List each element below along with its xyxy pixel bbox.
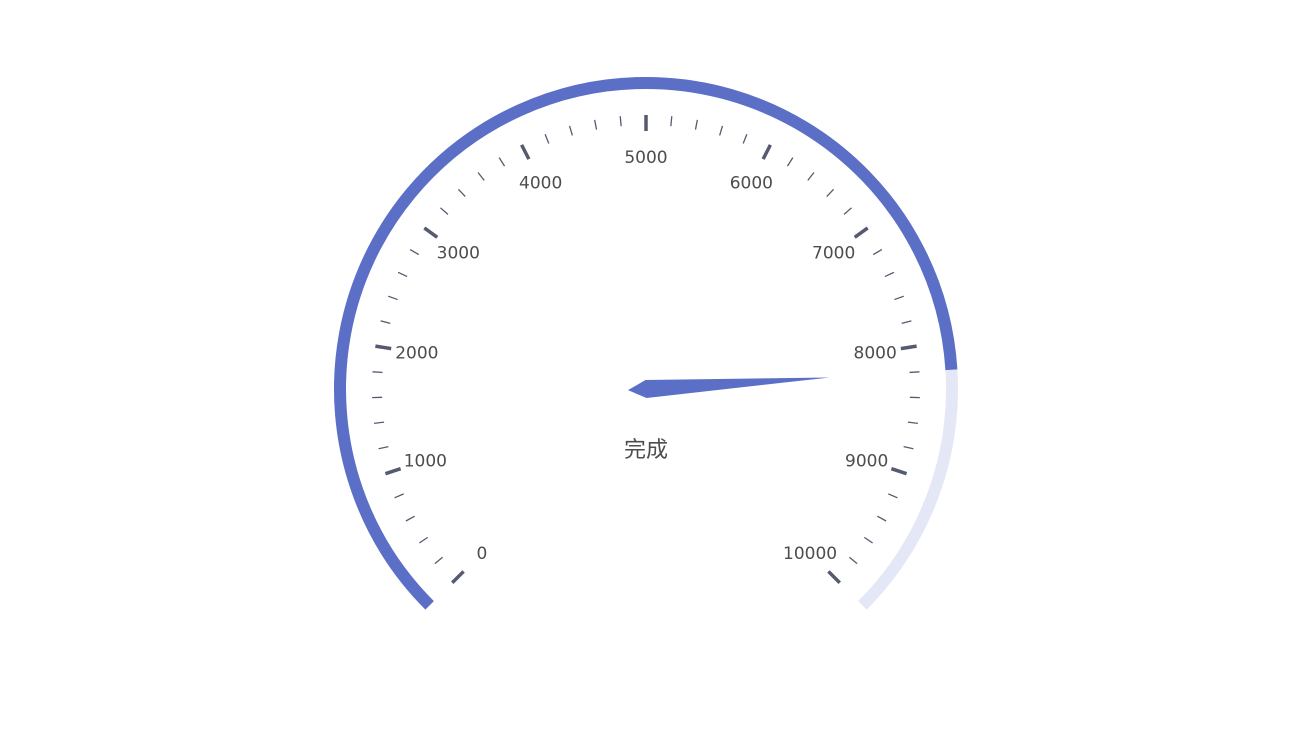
- gauge-minor-tick: [873, 250, 882, 255]
- gauge-minor-tick: [827, 189, 834, 196]
- gauge-minor-tick: [743, 134, 747, 143]
- gauge-minor-tick: [787, 158, 792, 166]
- gauge-minor-tick: [695, 120, 697, 130]
- gauge-minor-tick: [395, 494, 404, 498]
- gauge-minor-tick: [849, 557, 857, 563]
- gauge-tick-label: 10000: [783, 544, 837, 564]
- gauge-tick-label: 3000: [437, 244, 480, 264]
- gauge-minor-tick: [374, 422, 384, 423]
- gauge-minor-tick: [406, 516, 415, 521]
- gauge-major-tick: [828, 571, 839, 582]
- gauge-minor-tick: [877, 516, 886, 521]
- gauge-tick-label: 5000: [624, 148, 667, 168]
- gauge-minor-tick: [888, 494, 897, 498]
- gauge-major-tick: [522, 145, 529, 159]
- gauge-minor-tick: [388, 296, 397, 299]
- gauge-minor-tick: [908, 422, 918, 423]
- gauge-needle-group: [628, 377, 830, 398]
- gauge-major-tick: [385, 469, 400, 474]
- gauge-minor-tick: [595, 120, 597, 130]
- gauge-major-tick: [901, 346, 917, 349]
- gauge-major-tick: [452, 571, 463, 582]
- gauge-minor-tick: [909, 372, 919, 373]
- gauge-minor-tick: [381, 321, 391, 323]
- gauge-tick-label: 2000: [395, 344, 438, 364]
- gauge-minor-tick: [373, 372, 383, 373]
- gauge-minor-tick: [894, 296, 903, 299]
- gauge-minor-tick: [864, 537, 872, 543]
- gauge-minor-tick: [904, 447, 914, 449]
- gauge-tick-label: 7000: [812, 244, 855, 264]
- gauge-minor-tick: [379, 447, 389, 449]
- gauge-major-tick: [855, 228, 868, 237]
- gauge-minor-tick: [545, 134, 549, 143]
- gauge-minor-tick: [808, 172, 814, 180]
- gauge-major-tick: [375, 346, 391, 349]
- gauge-minor-tick: [570, 126, 573, 136]
- gauge-labels-group: 0 1000 2000 3000 4000 5000 6000 7000 8000 9000 100…: [395, 148, 897, 564]
- gauge-minor-tick: [720, 126, 723, 136]
- gauge-center-label: 完成: [624, 438, 668, 463]
- gauge-tick-label: 4000: [519, 173, 562, 193]
- gauge-minor-tick: [435, 557, 443, 563]
- gauge-minor-tick: [478, 172, 484, 180]
- gauge-major-tick: [891, 469, 906, 474]
- gauge-minor-tick: [458, 189, 465, 196]
- gauge-minor-tick: [844, 208, 852, 215]
- gauge-tick-label: 9000: [845, 452, 888, 472]
- gauge-minor-tick: [620, 116, 621, 126]
- gauge-minor-tick: [419, 537, 427, 543]
- gauge-minor-tick: [885, 272, 894, 276]
- gauge-tick-label: 8000: [854, 344, 897, 364]
- gauge-major-tick: [424, 228, 437, 237]
- gauge-minor-tick: [410, 250, 419, 255]
- gauge-minor-tick: [671, 116, 672, 126]
- gauge-minor-tick: [440, 208, 448, 215]
- gauge-ticks-group: [372, 115, 920, 583]
- gauge-needle: [628, 377, 830, 398]
- gauge-tick-label: 6000: [730, 173, 773, 193]
- gauge-minor-tick: [398, 272, 407, 276]
- gauge-minor-tick: [902, 321, 912, 323]
- gauge-tick-label: 1000: [404, 452, 447, 472]
- gauge-minor-tick: [499, 158, 504, 166]
- gauge-major-tick: [763, 145, 770, 159]
- gauge-tick-label: 0: [477, 544, 488, 564]
